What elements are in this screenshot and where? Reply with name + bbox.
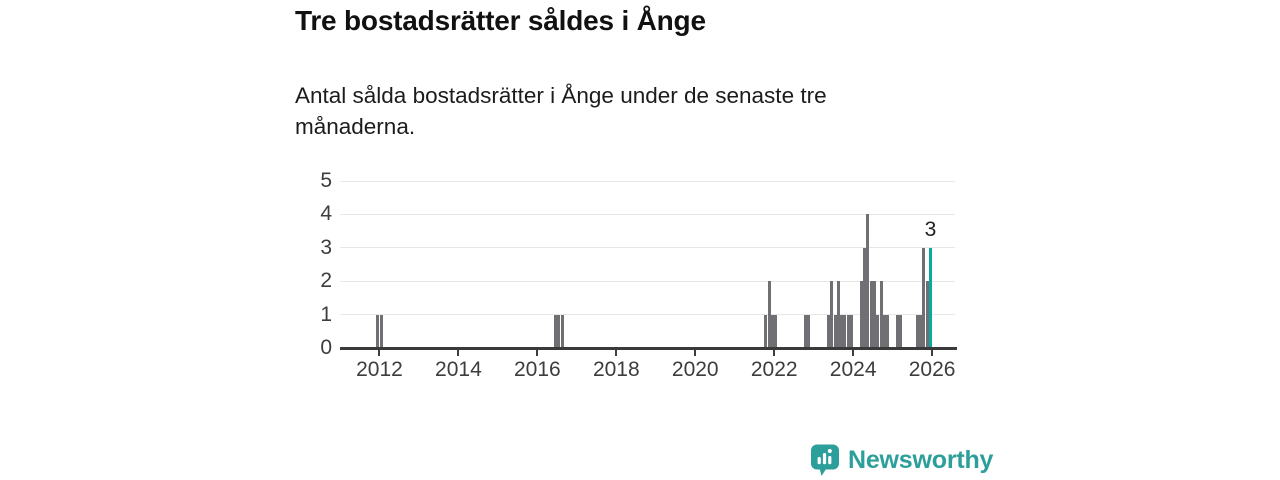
x-axis-tick-label-2024: 2024 xyxy=(829,358,877,381)
x-axis-tick-2012 xyxy=(378,350,381,356)
y-axis-tick-label-1: 1 xyxy=(320,302,332,326)
x-axis-tick-2014 xyxy=(457,350,460,356)
bar-2024-08 xyxy=(876,314,880,347)
bar-2023-12 xyxy=(850,314,853,347)
bar-2024-10 xyxy=(882,314,886,347)
x-axis-tick-2016 xyxy=(536,350,539,356)
bar-2016-06 xyxy=(553,314,557,347)
bar-2025-09 xyxy=(919,314,923,347)
y-axis-tick-label-0: 0 xyxy=(320,336,332,359)
y-axis-labels: 0 1 2 3 4 5 xyxy=(290,169,332,359)
bar-2024-04 xyxy=(863,247,867,347)
newsworthy-logo-text: Newsworthy xyxy=(848,446,994,474)
bar-chart-plot-area xyxy=(340,180,957,350)
bar-2022-01 xyxy=(774,314,778,347)
x-axis-tick-2024 xyxy=(852,350,855,356)
gridline-3 xyxy=(340,247,955,249)
bar-2025-02 xyxy=(896,314,900,347)
bar-2012-01 xyxy=(379,314,383,347)
bar-2023-06 xyxy=(830,281,834,347)
page-title: Tre bostadsrätter såldes i Ånge xyxy=(295,5,706,36)
x-axis-tick-label-2018: 2018 xyxy=(592,358,640,381)
x-axis-tick-label-2022: 2022 xyxy=(750,358,798,381)
x-axis-tick-label-2012: 2012 xyxy=(356,358,403,381)
x-axis-tick-2018 xyxy=(615,350,618,356)
bar-2024-05 xyxy=(866,214,870,347)
gridline-5 xyxy=(340,180,955,182)
bar-2011-12 xyxy=(376,314,380,347)
bar-2025-08 xyxy=(915,314,919,347)
bar-highlight-2025-12 xyxy=(928,247,932,347)
y-axis-tick-label-3: 3 xyxy=(320,235,332,259)
bar-2024-03 xyxy=(859,281,863,347)
bar-2025-10 xyxy=(922,247,926,347)
bar-2021-10 xyxy=(764,314,768,347)
page-subtitle: Antal sålda bostadsrätter i Ånge under d… xyxy=(295,83,827,139)
bar-2023-09 xyxy=(840,314,844,347)
bar-value-annotation: 3 xyxy=(924,217,937,241)
x-axis-tick-2026 xyxy=(931,350,934,356)
gridline-2 xyxy=(340,280,955,282)
bar-2024-07 xyxy=(873,281,877,347)
x-axis-line xyxy=(340,347,957,350)
newsworthy-logo-icon xyxy=(810,444,840,477)
bar-2023-08 xyxy=(836,281,840,347)
y-axis-tick-label-5: 5 xyxy=(320,169,332,192)
x-axis-tick-2020 xyxy=(694,350,697,356)
x-axis-tick-2022 xyxy=(773,350,776,356)
y-axis-tick-label-2: 2 xyxy=(320,269,332,293)
gridline-1 xyxy=(340,314,955,316)
bar-2021-12 xyxy=(771,314,775,347)
gridline-4 xyxy=(340,213,955,215)
bar-2023-05 xyxy=(826,314,830,347)
bar-2022-11 xyxy=(807,314,811,347)
bar-2021-11 xyxy=(767,281,771,347)
bar-2023-10 xyxy=(843,314,847,347)
bar-2023-11 xyxy=(846,314,850,347)
bar-2023-07 xyxy=(833,314,837,347)
y-axis-tick-label-4: 4 xyxy=(320,202,332,226)
x-axis-tick-label-2014: 2014 xyxy=(435,358,482,381)
bar-2024-06 xyxy=(869,281,873,347)
bar-2025-03 xyxy=(899,314,903,347)
bar-2024-09 xyxy=(879,281,883,347)
bar-2022-10 xyxy=(803,314,807,347)
newsworthy-logo[interactable]: Newsworthy xyxy=(810,444,993,477)
bar-2025-11 xyxy=(925,281,929,347)
x-axis-tick-label-2020: 2020 xyxy=(671,358,719,381)
x-axis-tick-label-2016: 2016 xyxy=(514,358,561,381)
bar-2016-07 xyxy=(557,314,561,347)
x-axis-tick-label-2026: 2026 xyxy=(908,358,956,381)
bar-2016-08 xyxy=(560,314,564,347)
x-axis: 2012 2014 2016 2018 2020 2022 2024 2026 xyxy=(340,348,955,388)
bar-2024-11 xyxy=(886,314,890,347)
